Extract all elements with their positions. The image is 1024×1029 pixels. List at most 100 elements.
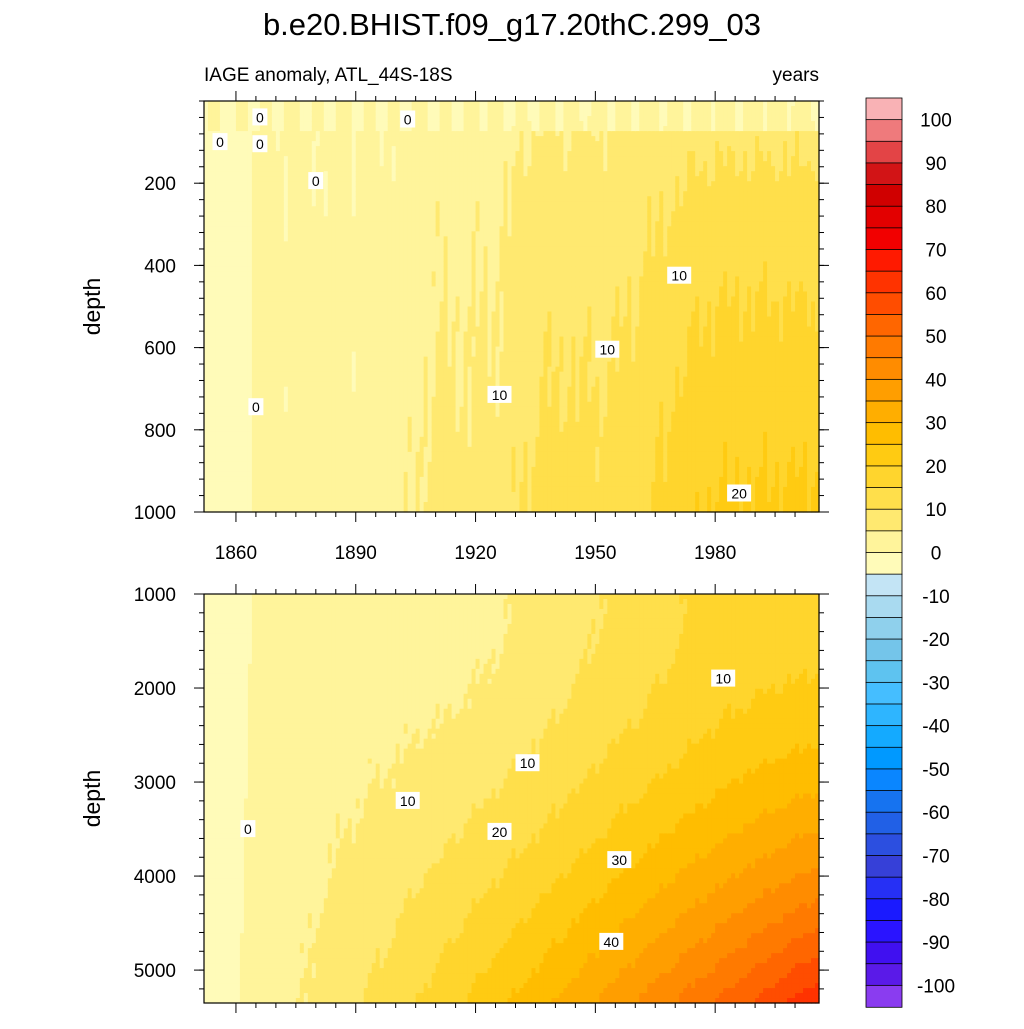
upper-panel-field-cell bbox=[415, 291, 421, 298]
upper-panel-field-cell bbox=[387, 496, 393, 503]
upper-panel-field-cell bbox=[351, 206, 357, 212]
upper-panel-field-cell bbox=[363, 326, 369, 333]
upper-panel-field-cell bbox=[375, 341, 381, 348]
upper-panel-field-cell bbox=[347, 286, 353, 293]
upper-panel-field-cell bbox=[283, 246, 289, 252]
upper-panel-field-cell bbox=[363, 416, 369, 423]
upper-panel-field-cell bbox=[271, 411, 277, 418]
upper-panel-field-cell bbox=[343, 211, 349, 217]
upper-panel-field-cell bbox=[251, 326, 257, 333]
upper-panel-field-cell bbox=[279, 351, 285, 358]
upper-panel-field-cell bbox=[271, 386, 277, 393]
upper-panel-field-cell bbox=[235, 206, 241, 212]
upper-panel-field-cell bbox=[419, 466, 425, 473]
upper-panel-field-cell bbox=[431, 111, 437, 117]
upper-panel-field-cell bbox=[247, 116, 253, 122]
upper-panel-field-cell bbox=[247, 161, 253, 167]
upper-panel-field-cell bbox=[399, 251, 405, 257]
upper-panel-field-cell bbox=[423, 306, 429, 313]
upper-panel-field-cell bbox=[339, 491, 345, 498]
upper-panel-field-cell bbox=[403, 171, 409, 177]
upper-panel-field-cell bbox=[243, 266, 249, 273]
upper-panel-field-cell bbox=[427, 251, 433, 257]
upper-panel-field-cell bbox=[303, 171, 309, 177]
upper-panel-field-cell bbox=[315, 146, 321, 152]
upper-panel-field-cell bbox=[375, 251, 381, 257]
upper-panel-field-cell bbox=[275, 366, 281, 373]
upper-panel-field-cell bbox=[347, 211, 353, 217]
upper-panel-field-cell bbox=[367, 281, 373, 288]
upper-panel-field-cell bbox=[355, 371, 361, 378]
upper-panel-field-cell bbox=[303, 436, 309, 443]
upper-panel-field-cell bbox=[347, 451, 353, 458]
upper-panel-field-cell bbox=[411, 141, 417, 147]
upper-panel-field-cell bbox=[247, 271, 253, 278]
upper-panel-field-cell bbox=[367, 326, 373, 333]
upper-panel-field-cell bbox=[223, 206, 229, 212]
upper-panel-field-cell bbox=[219, 241, 225, 247]
upper-panel-field-cell bbox=[351, 331, 357, 338]
upper-panel-field-cell bbox=[419, 101, 425, 107]
upper-panel-field-cell bbox=[283, 426, 289, 433]
upper-panel-field-cell bbox=[267, 131, 273, 137]
upper-panel-field-cell bbox=[359, 401, 365, 408]
upper-panel-field-cell bbox=[411, 356, 417, 363]
upper-panel-field-cell bbox=[391, 286, 397, 293]
upper-panel-field-cell bbox=[395, 201, 401, 207]
upper-panel-field-cell bbox=[427, 486, 433, 493]
upper-panel-field-cell bbox=[219, 501, 225, 508]
upper-panel-field-cell bbox=[375, 461, 381, 468]
upper-panel-field-cell bbox=[323, 246, 329, 252]
upper-panel-field-cell bbox=[411, 406, 417, 413]
upper-panel-field-cell bbox=[243, 166, 249, 172]
upper-panel-field-cell bbox=[343, 196, 349, 202]
upper-panel-field-cell bbox=[235, 421, 241, 428]
upper-panel-field-cell bbox=[439, 281, 445, 288]
upper-panel-field-cell bbox=[283, 491, 289, 498]
upper-panel-field-cell bbox=[227, 251, 233, 257]
upper-panel-field-cell bbox=[403, 151, 409, 157]
upper-panel-field-cell bbox=[223, 126, 229, 132]
upper-panel-field-cell bbox=[247, 461, 253, 468]
upper-panel-field-cell bbox=[263, 151, 269, 157]
upper-panel-field-cell bbox=[251, 181, 257, 187]
upper-panel-field-cell bbox=[303, 391, 309, 398]
upper-panel-field-cell bbox=[327, 116, 333, 122]
upper-panel-field-cell bbox=[383, 176, 389, 182]
upper-panel-field-cell bbox=[371, 391, 377, 398]
upper-panel-field-cell bbox=[335, 196, 341, 202]
upper-panel-field-cell bbox=[239, 181, 245, 187]
upper-panel-field-cell bbox=[299, 431, 305, 438]
upper-panel-field-cell bbox=[279, 201, 285, 207]
upper-panel-field-cell bbox=[327, 101, 333, 107]
upper-panel-field-cell bbox=[379, 231, 385, 237]
upper-panel-field-cell bbox=[359, 351, 365, 358]
upper-panel-field-cell bbox=[351, 141, 357, 147]
upper-panel-field-cell bbox=[207, 241, 213, 247]
upper-panel-field-cell bbox=[395, 446, 401, 453]
upper-panel-field-cell bbox=[275, 231, 281, 237]
upper-panel-field-cell bbox=[363, 301, 369, 308]
upper-panel-field-cell bbox=[371, 291, 377, 298]
upper-panel-field-cell bbox=[423, 321, 429, 328]
upper-panel-field-cell bbox=[231, 386, 237, 393]
upper-panel-field-cell bbox=[283, 106, 289, 112]
upper-panel-field-cell bbox=[231, 496, 237, 503]
upper-panel-field-cell bbox=[407, 361, 413, 368]
upper-panel-field-cell bbox=[411, 266, 417, 273]
upper-panel-field-cell bbox=[343, 446, 349, 453]
upper-panel-field-cell bbox=[311, 421, 317, 428]
upper-panel-field-cell bbox=[251, 351, 257, 358]
upper-panel-field-cell bbox=[323, 391, 329, 398]
upper-panel-field-cell bbox=[311, 456, 317, 463]
upper-panel-field-cell bbox=[319, 326, 325, 333]
upper-panel-field-cell bbox=[395, 501, 401, 508]
upper-panel-field-cell bbox=[267, 286, 273, 293]
upper-panel-field-cell bbox=[243, 461, 249, 468]
upper-panel-field-cell bbox=[415, 126, 421, 132]
upper-panel-field-cell bbox=[363, 311, 369, 318]
upper-panel-field-cell bbox=[371, 256, 377, 262]
upper-panel-field-cell bbox=[379, 266, 385, 273]
upper-panel-field-cell bbox=[251, 101, 257, 107]
upper-panel-field-cell bbox=[327, 486, 333, 493]
